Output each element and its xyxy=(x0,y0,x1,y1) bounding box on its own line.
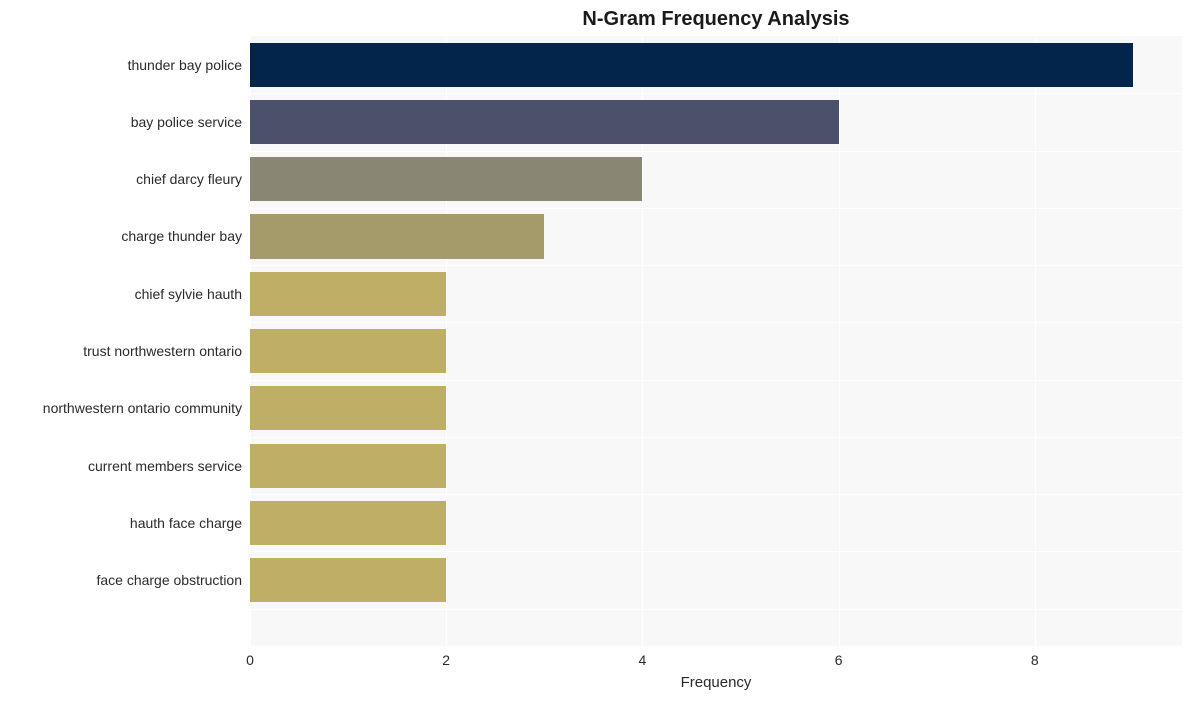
x-tick-label: 8 xyxy=(1031,652,1039,668)
row-divider xyxy=(250,265,1182,266)
bar xyxy=(250,272,446,316)
chart-title: N-Gram Frequency Analysis xyxy=(250,8,1182,31)
y-tick-label: thunder bay police xyxy=(2,58,242,72)
bar xyxy=(250,157,642,201)
x-tick-label: 6 xyxy=(835,652,843,668)
row-divider xyxy=(250,380,1182,381)
y-tick-label: chief darcy fleury xyxy=(2,172,242,186)
x-tick-label: 2 xyxy=(442,652,450,668)
y-tick-label: hauth face charge xyxy=(2,516,242,530)
bar xyxy=(250,100,839,144)
row-divider xyxy=(250,208,1182,209)
row-divider xyxy=(250,494,1182,495)
y-tick-label: charge thunder bay xyxy=(2,229,242,243)
y-tick-label: current members service xyxy=(2,459,242,473)
row-divider xyxy=(250,609,1182,610)
row-divider xyxy=(250,151,1182,152)
row-divider xyxy=(250,322,1182,323)
y-tick-label: face charge obstruction xyxy=(2,573,242,587)
x-tick-label: 4 xyxy=(639,652,647,668)
bar xyxy=(250,329,446,373)
x-axis-label: Frequency xyxy=(250,674,1182,691)
y-tick-label: northwestern ontario community xyxy=(2,401,242,415)
bar xyxy=(250,501,446,545)
bar xyxy=(250,214,544,258)
bar xyxy=(250,444,446,488)
grid-line xyxy=(1035,36,1036,646)
row-divider xyxy=(250,93,1182,94)
y-tick-label: chief sylvie hauth xyxy=(2,287,242,301)
bar xyxy=(250,43,1133,87)
bar xyxy=(250,386,446,430)
y-tick-label: trust northwestern ontario xyxy=(2,344,242,358)
x-tick-label: 0 xyxy=(246,652,254,668)
y-tick-label: bay police service xyxy=(2,115,242,129)
grid-line xyxy=(839,36,840,646)
row-divider xyxy=(250,437,1182,438)
plot-area xyxy=(250,36,1182,646)
row-divider xyxy=(250,551,1182,552)
chart-container: N-Gram Frequency Analysis Frequency 0 2 4 6… xyxy=(0,0,1192,701)
bar xyxy=(250,558,446,602)
